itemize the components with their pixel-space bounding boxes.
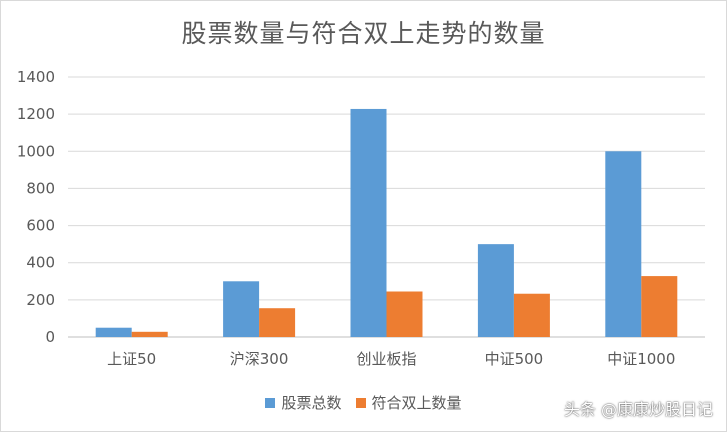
bar-series-2-5	[641, 276, 678, 337]
bar-series-2-1	[131, 331, 168, 337]
bar-series-2-2	[259, 308, 296, 337]
bar-series-1-3	[350, 108, 387, 337]
x-tick-label: 上证50	[107, 350, 156, 368]
bar-series-2-4	[513, 293, 550, 337]
bar-series-1-4	[477, 244, 514, 337]
legend-item-series-2: 符合双上数量	[355, 392, 462, 413]
x-tick-label: 中证1000	[607, 350, 675, 368]
y-tick-label: 400	[26, 254, 55, 272]
y-tick-label: 1200	[17, 105, 55, 123]
bar-series-2-3	[386, 291, 423, 337]
bar-series-1-2	[223, 281, 260, 337]
chart-title: 股票数量与符合双上走势的数量	[181, 19, 546, 48]
legend-swatch-series-1	[265, 397, 276, 408]
legend-label-series-2: 符合双上数量	[371, 394, 462, 412]
watermark: 头条 @康康炒股日记	[563, 400, 713, 419]
y-tick-label: 1400	[17, 68, 55, 86]
legend-label-series-1: 股票总数	[281, 394, 342, 412]
x-tick-label: 中证500	[485, 350, 544, 368]
y-tick-label: 600	[26, 217, 55, 235]
y-tick-label: 0	[45, 328, 55, 346]
legend: 股票总数 符合双上数量	[0, 392, 727, 413]
bar-series-1-1	[95, 327, 132, 337]
y-tick-label: 1000	[17, 142, 55, 160]
legend-item-series-1: 股票总数	[265, 392, 342, 413]
y-tick-label: 800	[26, 179, 55, 197]
x-tick-label: 沪深300	[230, 350, 289, 368]
bar-series-1-5	[605, 151, 642, 337]
legend-swatch-series-2	[355, 397, 366, 408]
y-tick-label: 200	[26, 291, 55, 309]
x-tick-label: 创业板指	[356, 350, 416, 368]
